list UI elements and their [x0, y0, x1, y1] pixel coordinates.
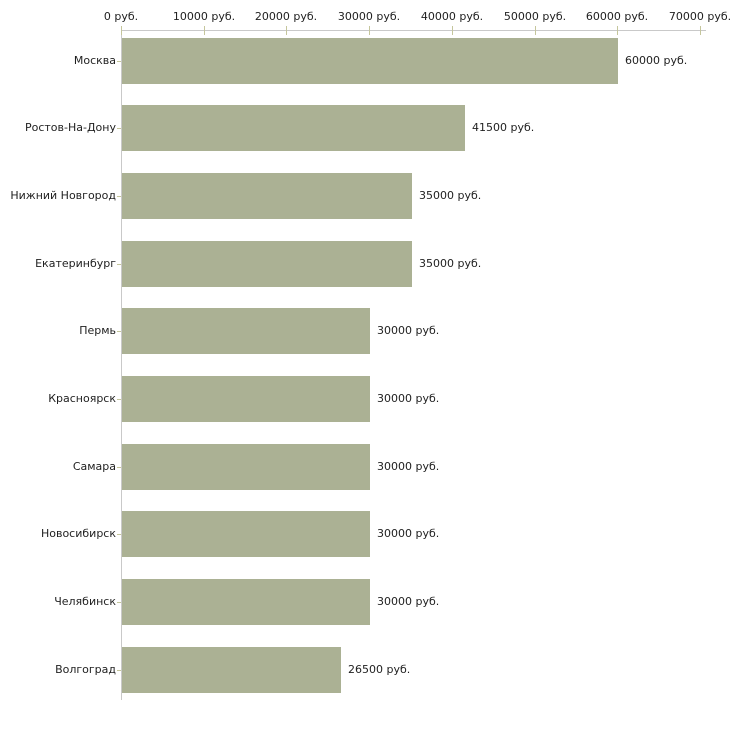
value-label: 35000 руб. — [419, 257, 482, 270]
category-label: Самара — [72, 460, 116, 473]
x-axis-tick — [286, 26, 287, 35]
bar — [122, 308, 370, 354]
y-axis-tick — [117, 399, 121, 400]
y-axis-tick — [117, 128, 121, 129]
category-label: Нижний Новгород — [10, 189, 116, 202]
x-axis-tick — [204, 26, 205, 35]
category-label: Москва — [73, 54, 116, 67]
category-label: Пермь — [79, 324, 116, 337]
x-axis-tick-label: 60000 руб. — [585, 10, 649, 23]
value-label: 30000 руб. — [377, 392, 440, 405]
category-label: Новосибирск — [40, 527, 116, 540]
bar — [122, 241, 412, 287]
bar — [122, 376, 370, 422]
y-axis-tick — [117, 670, 121, 671]
x-axis-tick-label: 50000 руб. — [503, 10, 567, 23]
bar — [122, 579, 370, 625]
x-axis-tick-label: 30000 руб. — [337, 10, 401, 23]
x-axis-tick — [121, 26, 122, 35]
value-label: 41500 руб. — [472, 121, 535, 134]
category-label: Волгоград — [55, 663, 116, 676]
x-axis-tick-label: 40000 руб. — [420, 10, 484, 23]
y-axis-tick — [117, 331, 121, 332]
y-axis-tick — [117, 61, 121, 62]
bar — [122, 173, 412, 219]
x-axis-tick-label: 0 руб. — [103, 10, 139, 23]
value-label: 60000 руб. — [625, 54, 688, 67]
y-axis-tick — [117, 264, 121, 265]
value-label: 26500 руб. — [348, 663, 411, 676]
category-label: Челябинск — [54, 595, 116, 608]
category-label: Красноярск — [48, 392, 116, 405]
value-label: 30000 руб. — [377, 324, 440, 337]
x-axis-tick — [369, 26, 370, 35]
bar — [122, 444, 370, 490]
category-label: Екатеринбург — [35, 257, 116, 270]
x-axis-tick-label: 10000 руб. — [172, 10, 236, 23]
value-label: 30000 руб. — [377, 595, 440, 608]
value-label: 30000 руб. — [377, 527, 440, 540]
value-label: 30000 руб. — [377, 460, 440, 473]
x-axis-tick — [700, 26, 701, 35]
y-axis-tick — [117, 602, 121, 603]
y-axis-tick — [117, 196, 121, 197]
x-axis-tick — [535, 26, 536, 35]
y-axis-line — [121, 30, 122, 700]
y-axis-tick — [117, 534, 121, 535]
category-label: Ростов-На-Дону — [24, 121, 116, 134]
x-axis-tick — [617, 26, 618, 35]
x-axis-tick — [452, 26, 453, 35]
bar — [122, 105, 465, 151]
x-axis-tick-label: 20000 руб. — [254, 10, 318, 23]
bar — [122, 38, 618, 84]
bar — [122, 511, 370, 557]
value-label: 35000 руб. — [419, 189, 482, 202]
x-axis-line — [121, 30, 706, 31]
x-axis-tick-label: 70000 руб. — [668, 10, 730, 23]
y-axis-tick — [117, 467, 121, 468]
bar — [122, 647, 341, 693]
